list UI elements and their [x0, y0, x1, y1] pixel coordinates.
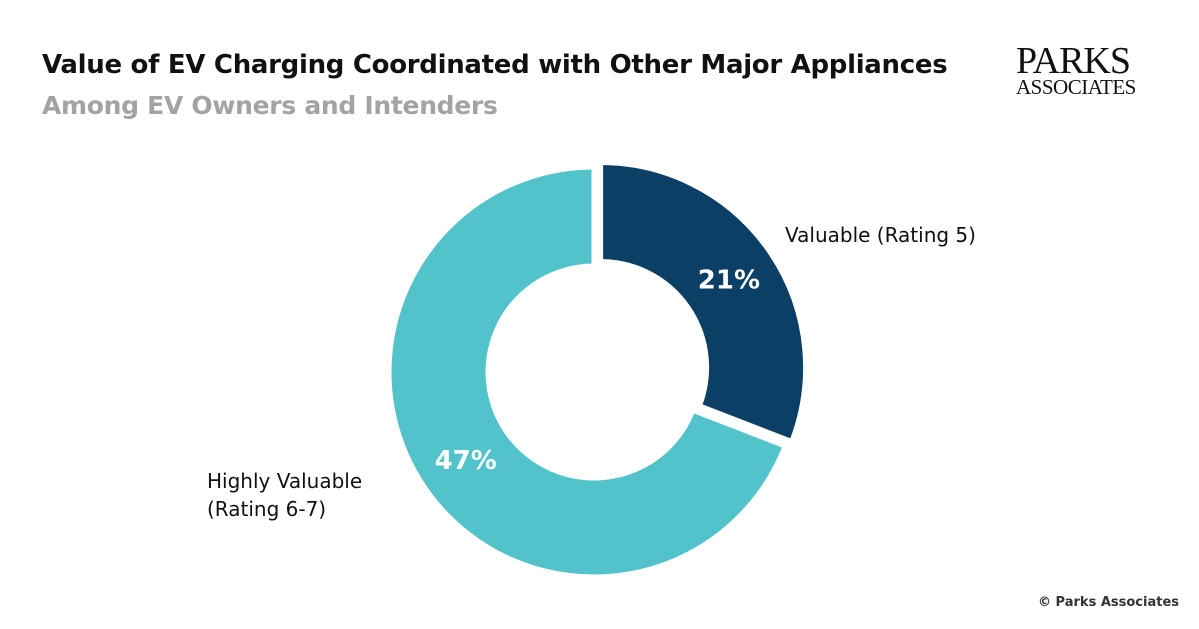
donut-slice-valuable [598, 159, 809, 445]
chart-title: Value of EV Charging Coordinated with Ot… [42, 50, 948, 80]
logo-line-2: ASSOCIATES [1016, 75, 1136, 99]
chart-subtitle: Among EV Owners and Intenders [42, 91, 498, 120]
copyright-footer: © Parks Associates [1038, 595, 1179, 610]
slice-category-label-line-1: Highly Valuable [207, 469, 362, 493]
slice-value-label-highly-valuable: 47% [435, 446, 497, 476]
slice-category-label-line-2: (Rating 6-7) [207, 497, 326, 521]
slice-value-label-valuable: 21% [698, 266, 760, 296]
slice-category-label-valuable: Valuable (Rating 5) [785, 223, 976, 247]
logo-line-1: PARKS [1016, 40, 1131, 82]
parks-associates-logo: PARKS ASSOCIATES [1016, 42, 1156, 98]
donut-slice-highly-valuable [386, 164, 789, 580]
donut-slices [386, 159, 809, 580]
slice-category-label-highly-valuable: Highly Valuable (Rating 6-7) [207, 469, 369, 521]
